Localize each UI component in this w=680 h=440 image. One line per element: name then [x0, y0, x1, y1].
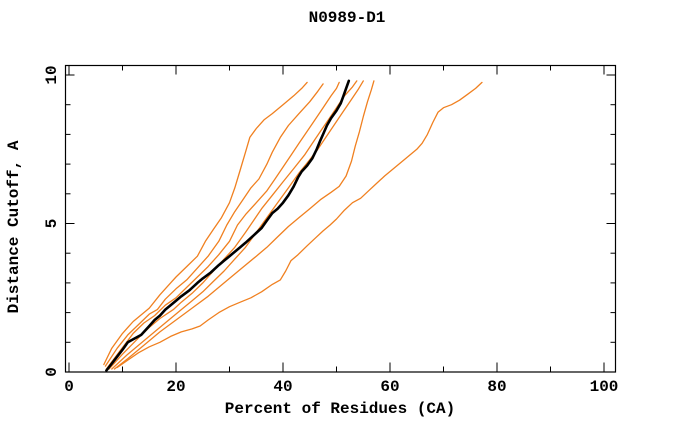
x-tick-label: 100 [590, 378, 619, 396]
curves [103, 79, 483, 372]
curve-model-6 [113, 80, 375, 370]
y-tick-label: 10 [43, 65, 61, 84]
x-tick-label: 60 [380, 378, 399, 396]
x-tick-label: 0 [64, 378, 74, 396]
axis-tick-labels: 0 20 40 60 80 100 0 5 10 [43, 65, 618, 396]
curve-model-3 [105, 81, 340, 370]
axis-ticks [65, 65, 616, 373]
curve-model-1 [103, 81, 308, 366]
chart-title: N0989-D1 [309, 9, 386, 27]
curve-target [105, 79, 351, 372]
x-tick-label: 40 [273, 378, 292, 396]
y-tick-label: 0 [43, 367, 61, 377]
y-axis-label: Distance Cutoff, A [5, 140, 23, 313]
x-tick-label: 20 [166, 378, 185, 396]
x-axis-label: Percent of Residues (CA) [225, 400, 455, 418]
x-tick-label: 80 [487, 378, 506, 396]
curve-model-2 [104, 83, 324, 367]
curve-model-4 [108, 80, 358, 370]
plot-frame [64, 64, 617, 373]
y-tick-label: 5 [43, 219, 61, 229]
curve-model-7 [116, 81, 483, 369]
